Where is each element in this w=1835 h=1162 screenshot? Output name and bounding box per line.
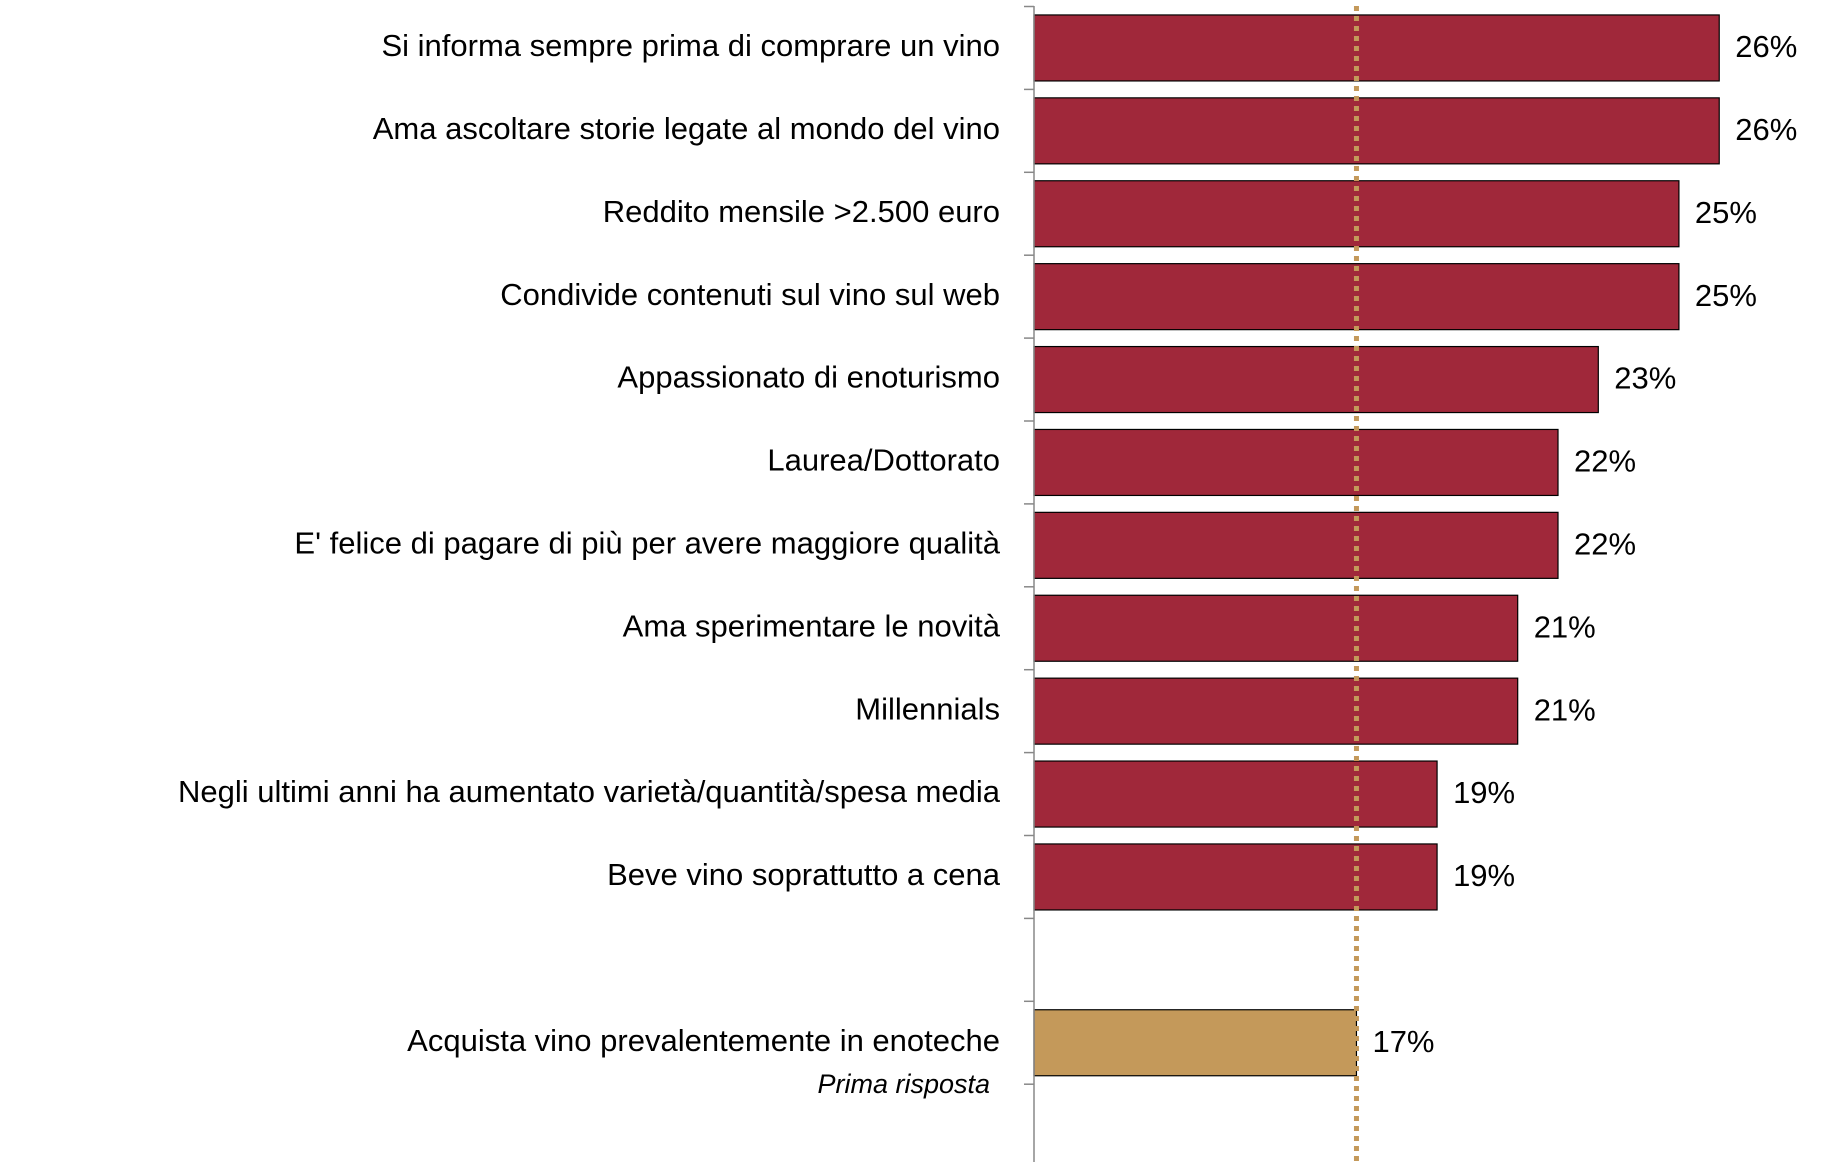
value-label: 21% xyxy=(1534,692,1596,727)
value-label: 25% xyxy=(1695,278,1757,313)
bar xyxy=(1033,511,1559,579)
value-label: 26% xyxy=(1735,29,1797,64)
bar xyxy=(1033,14,1720,82)
annotation: Prima risposta xyxy=(817,1069,990,1099)
value-label: 22% xyxy=(1574,444,1636,479)
y-tick-label: Ama sperimentare le novità xyxy=(623,608,1001,643)
value-label: 25% xyxy=(1695,195,1757,230)
bar xyxy=(1033,180,1680,248)
bar xyxy=(1033,760,1438,828)
bar xyxy=(1033,677,1519,745)
y-tick-label: Millennials xyxy=(855,691,1000,726)
value-label: 26% xyxy=(1735,112,1797,147)
value-label: 23% xyxy=(1614,361,1676,396)
y-tick-label: E' felice di pagare di più per avere mag… xyxy=(294,526,1000,561)
y-tick-label: Ama ascoltare storie legate al mondo del… xyxy=(373,111,1000,146)
y-tick-label: Condivide contenuti sul vino sul web xyxy=(500,277,1000,312)
bar xyxy=(1033,594,1519,662)
value-label: 22% xyxy=(1574,527,1636,562)
bar xyxy=(1033,97,1720,165)
value-label: 17% xyxy=(1372,1024,1434,1059)
y-tick-label: Negli ultimi anni ha aumentato varietà/q… xyxy=(178,774,1001,809)
y-tick-label: Reddito mensile >2.500 euro xyxy=(603,194,1000,229)
y-tick-label: Laurea/Dottorato xyxy=(767,443,1000,478)
bar xyxy=(1033,843,1438,911)
y-tick-label: Acquista vino prevalentemente in enotech… xyxy=(407,1023,1000,1058)
y-tick-label: Beve vino soprattutto a cena xyxy=(607,857,1001,892)
y-tick-label: Si informa sempre prima di comprare un v… xyxy=(381,28,1000,63)
bar xyxy=(1033,1009,1358,1077)
value-label: 19% xyxy=(1453,775,1515,810)
value-label: 21% xyxy=(1534,609,1596,644)
bar xyxy=(1033,345,1599,414)
value-label: 19% xyxy=(1453,858,1515,893)
y-tick-label: Appassionato di enoturismo xyxy=(617,360,1000,395)
bar xyxy=(1033,428,1559,497)
